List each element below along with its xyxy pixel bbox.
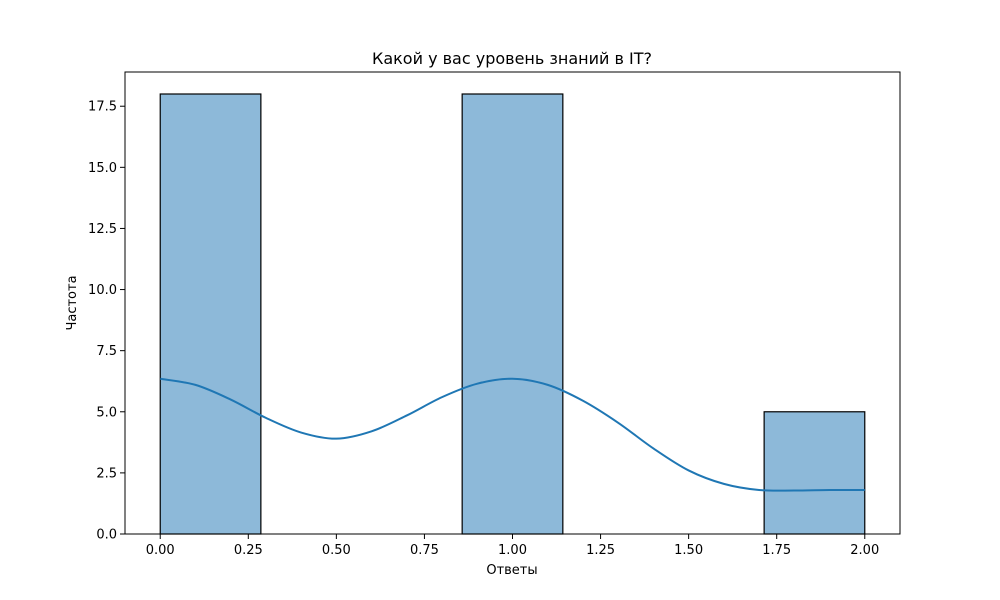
x-tick-label: 1.75 bbox=[762, 543, 791, 558]
x-tick-label: 0.00 bbox=[146, 543, 175, 558]
y-tick-label: 5.0 bbox=[96, 405, 117, 420]
y-axis-ticks: 0.0 2.5 5.0 7.5 10.0 12.5 15.0 17.5 bbox=[88, 100, 125, 543]
y-tick-label: 0.0 bbox=[96, 528, 117, 543]
x-tick-label: 0.75 bbox=[410, 543, 439, 558]
bars-layer bbox=[159, 93, 866, 535]
y-axis-title: Частота bbox=[65, 275, 80, 330]
y-tick-label: 17.5 bbox=[88, 100, 117, 115]
histogram-bar bbox=[461, 93, 564, 535]
kde-curve bbox=[160, 377, 865, 492]
y-tick-label: 12.5 bbox=[88, 222, 117, 237]
x-tick-label: 0.50 bbox=[322, 543, 351, 558]
x-axis-title: Ответы bbox=[486, 563, 537, 578]
y-tick-label: 15.0 bbox=[88, 161, 117, 176]
y-tick-label: 7.5 bbox=[96, 344, 117, 359]
x-tick-label: 1.00 bbox=[498, 543, 527, 558]
kde-layer bbox=[160, 377, 865, 492]
x-tick-label: 1.25 bbox=[586, 543, 615, 558]
y-tick-label: 2.5 bbox=[96, 466, 117, 481]
y-tick-label: 10.0 bbox=[88, 283, 117, 298]
chart-title: Какой у вас уровень знаний в IT? bbox=[372, 49, 652, 68]
x-tick-label: 1.50 bbox=[674, 543, 703, 558]
x-tick-label: 2.00 bbox=[850, 543, 879, 558]
histogram-bar bbox=[159, 93, 262, 535]
x-tick-label: 0.25 bbox=[234, 543, 263, 558]
histogram-bar bbox=[763, 411, 866, 535]
x-axis-ticks: 0.00 0.25 0.50 0.75 1.00 1.25 1.50 1.75 2.00 bbox=[146, 534, 879, 558]
